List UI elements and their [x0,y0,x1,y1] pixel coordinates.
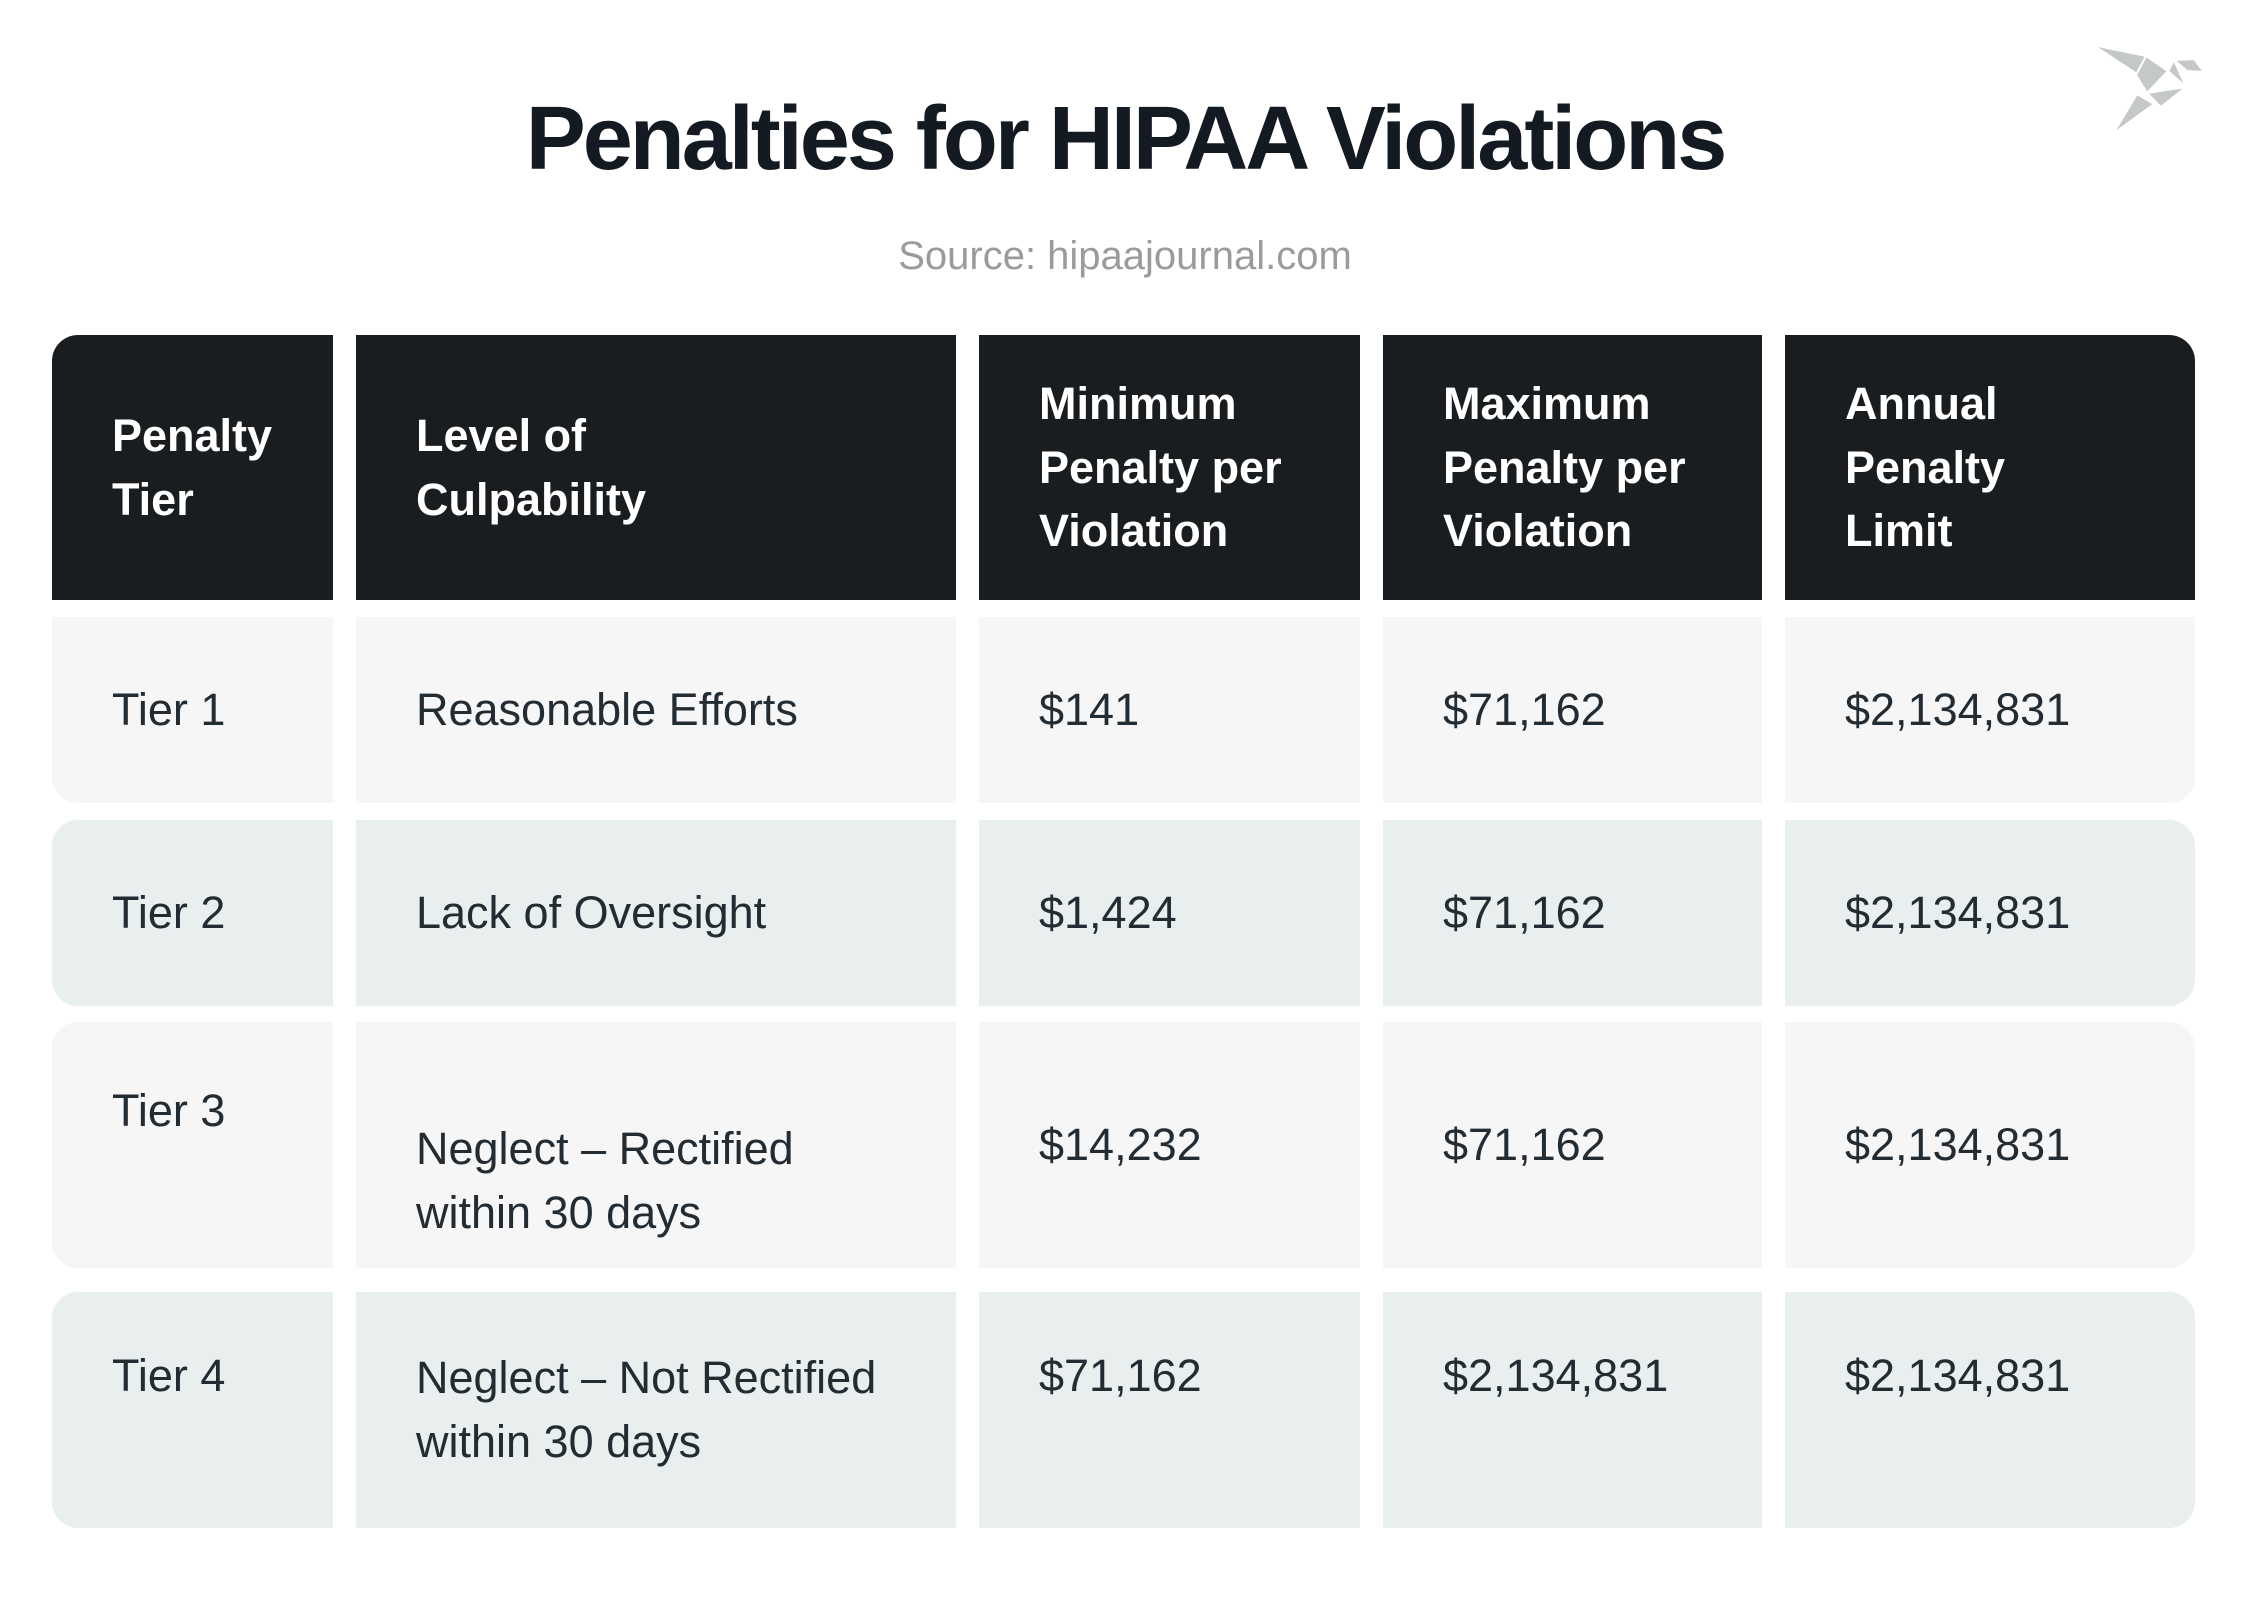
max-penalty-value: $2,134,831 [1443,1350,1669,1402]
min-penalty-value: $14,232 [1039,1119,1202,1171]
max-penalty-cell: $71,162 [1383,617,1762,803]
max-penalty-value: $71,162 [1443,887,1606,939]
tier-cell: Tier 1 [52,617,333,803]
culpability-cell: Neglect – Rectified within 30 days [356,1022,956,1268]
origami-bird-icon [2092,44,2205,135]
tier-label: Tier 2 [112,887,226,939]
header-cell-minimum-penalty: Minimum Penalty per Violation [979,335,1360,600]
min-penalty-value: $1,424 [1039,887,1177,939]
header-cell-maximum-penalty: Maximum Penalty per Violation [1383,335,1762,600]
tier-cell: Tier 2 [52,820,333,1006]
culpability-value: Lack of Oversight [416,887,767,939]
penalties-table: Penalty Tier Level of Culpability Minimu… [52,335,2198,1528]
header-label: Maximum Penalty per Violation [1443,377,1686,557]
annual-limit-cell: $2,134,831 [1785,1292,2195,1528]
table-row: Tier 3 Neglect – Rectified within 30 day… [52,1022,2198,1268]
max-penalty-cell: $71,162 [1383,1022,1762,1268]
culpability-cell: Reasonable Efforts [356,617,956,803]
header-cell-annual-penalty-limit: Annual Penalty Limit [1785,335,2195,600]
min-penalty-value: $71,162 [1039,1350,1202,1402]
annual-limit-value: $2,134,831 [1845,1119,2071,1171]
annual-limit-value: $2,134,831 [1845,1350,2071,1402]
tier-label: Tier 3 [112,1085,226,1137]
header-cell-penalty-tier: Penalty Tier [52,335,333,600]
tier-label: Tier 4 [112,1350,226,1402]
tier-cell: Tier 3 [52,1022,333,1268]
min-penalty-cell: $141 [979,617,1360,803]
min-penalty-value: $141 [1039,684,1140,736]
table-header-row: Penalty Tier Level of Culpability Minimu… [52,335,2198,600]
header-label: Penalty Tier [112,409,273,525]
header-label: Annual Penalty Limit [1845,377,2006,557]
max-penalty-value: $71,162 [1443,684,1606,736]
min-penalty-cell: $71,162 [979,1292,1360,1528]
table-row: Tier 2 Lack of Oversight $1,424 $71,162 … [52,820,2198,1006]
annual-limit-cell: $2,134,831 [1785,1022,2195,1268]
annual-limit-value: $2,134,831 [1845,684,2071,736]
annual-limit-cell: $2,134,831 [1785,820,2195,1006]
source-caption: Source: hipaajournal.com [898,234,1352,278]
tier-label: Tier 1 [112,684,226,736]
culpability-value: Neglect – Not Rectified within 30 days [416,1352,877,1467]
page-title: Penalties for HIPAA Violations [525,89,1728,189]
max-penalty-value: $71,162 [1443,1119,1606,1171]
culpability-value: Reasonable Efforts [416,684,798,736]
annual-limit-value: $2,134,831 [1845,887,2071,939]
max-penalty-cell: $71,162 [1383,820,1762,1006]
header-cell-level-of-culpability: Level of Culpability [356,335,956,600]
table-row: Tier 1 Reasonable Efforts $141 $71,162 $… [52,617,2198,803]
header-label: Level of Culpability [416,409,647,525]
culpability-value: Neglect – Rectified within 30 days [416,1123,794,1238]
min-penalty-cell: $1,424 [979,820,1360,1006]
culpability-cell: Neglect – Not Rectified within 30 days [356,1292,956,1528]
min-penalty-cell: $14,232 [979,1022,1360,1268]
tier-cell: Tier 4 [52,1292,333,1528]
max-penalty-cell: $2,134,831 [1383,1292,1762,1528]
annual-limit-cell: $2,134,831 [1785,617,2195,803]
culpability-cell: Lack of Oversight [356,820,956,1006]
table-row: Tier 4 Neglect – Not Rectified within 30… [52,1292,2198,1528]
header-label: Minimum Penalty per Violation [1039,377,1282,557]
